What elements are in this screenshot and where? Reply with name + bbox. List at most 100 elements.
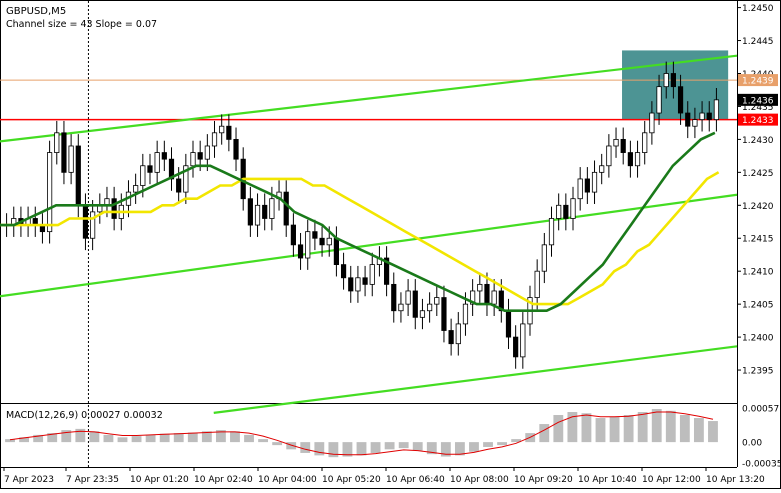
candle-body: [613, 138, 619, 147]
candle-body: [505, 310, 512, 338]
candle-body: [642, 132, 648, 153]
x-tick-label: 10 Apr 12:00: [642, 475, 701, 485]
macd-label: MACD(12,26,9) 0.00027 0.00032: [6, 410, 163, 421]
macd-y-tick-label: -0.00035: [742, 460, 781, 470]
price-tag-label: 1.2439: [742, 77, 774, 87]
ma-green-line: [0, 131, 716, 312]
macd-bar: [230, 431, 240, 443]
candle-body: [75, 145, 81, 206]
macd-bar: [33, 434, 44, 443]
macd-bar: [567, 412, 578, 443]
price-tag-bg: [738, 113, 778, 126]
macd-bar: [665, 410, 676, 443]
candle-body: [283, 191, 289, 226]
macd-bar: [356, 442, 367, 456]
trend-line-0: [0, 54, 738, 143]
candle-body: [247, 198, 253, 226]
candle-body: [54, 132, 60, 153]
candle-body: [47, 152, 53, 233]
candle-body: [462, 303, 469, 325]
candle-body: [326, 237, 332, 246]
macd-bar: [103, 434, 114, 443]
candle-body: [333, 237, 340, 266]
y-tick-label: 1.2395: [742, 367, 774, 377]
candle-body: [197, 152, 203, 160]
candle-body: [398, 303, 404, 312]
candle-body: [190, 152, 196, 167]
candle-body: [706, 112, 712, 121]
candle-body: [412, 290, 418, 318]
candle-body: [383, 257, 390, 285]
macd-bar: [145, 434, 156, 443]
macd-y-tick-label: 0.00057: [742, 404, 779, 414]
candle-body: [183, 165, 189, 193]
candle-body: [692, 119, 698, 127]
macd-bar: [679, 415, 690, 443]
candle-body: [90, 211, 96, 239]
candle-body: [477, 283, 483, 292]
y-tick-label: 1.2400: [742, 334, 774, 344]
candle-body: [204, 145, 210, 160]
candle-body: [656, 86, 662, 114]
macd-bar: [483, 442, 493, 447]
x-tick-label: 10 Apr 09:20: [514, 475, 573, 485]
macd-bar: [370, 442, 381, 453]
candle-body: [140, 165, 146, 186]
macd-bar: [454, 442, 465, 456]
candle-body: [154, 152, 160, 173]
candle-body: [362, 277, 368, 285]
macd-bar: [440, 442, 451, 457]
macd-bar: [187, 432, 198, 443]
candle-body: [147, 165, 153, 173]
macd-bar: [637, 412, 648, 443]
candle-body: [677, 86, 684, 114]
candle-body: [513, 336, 519, 358]
macd-bar: [708, 421, 718, 443]
candle-body: [340, 264, 347, 279]
candle-body: [176, 178, 182, 193]
macd-bar: [5, 439, 15, 443]
y-tick-label: 1.2450: [742, 4, 774, 14]
candle-body: [355, 277, 361, 292]
y-tick-label: 1.2425: [742, 169, 774, 179]
macd-bar: [258, 439, 269, 443]
candle-body: [254, 204, 261, 226]
indicator-label: Channel size = 43 Slope = 0.07: [6, 19, 157, 30]
candle-body: [319, 237, 325, 246]
macd-bar: [117, 437, 128, 443]
candle-body: [584, 178, 590, 193]
trend-line-2: [213, 345, 738, 414]
macd-bar: [328, 442, 339, 458]
candle-body: [369, 264, 375, 285]
y-tick-label: 1.2405: [742, 301, 774, 311]
candle-body: [534, 270, 540, 298]
macd-bar: [497, 442, 508, 446]
candle-body: [419, 310, 426, 318]
macd-bar: [469, 442, 479, 452]
macd-bar: [553, 415, 564, 443]
macd-bar: [581, 413, 592, 443]
symbol-label: GBPUSD,M5: [6, 6, 66, 17]
macd-bar: [173, 433, 184, 443]
macd-bar: [398, 442, 409, 449]
candle-body: [405, 290, 411, 305]
macd-bar: [244, 434, 254, 443]
macd-bar: [651, 409, 662, 443]
candle-body: [61, 132, 67, 173]
candle-body: [663, 73, 669, 88]
x-tick-label: 10 Apr 08:00: [450, 475, 509, 485]
candle-body: [685, 112, 691, 127]
y-tick-label: 1.2430: [742, 136, 774, 146]
candle-body: [520, 323, 526, 358]
y-tick-label: 1.2415: [742, 235, 774, 245]
candle-body: [161, 152, 167, 160]
macd-bar: [286, 442, 297, 450]
x-tick-label: 10 Apr 05:20: [322, 475, 381, 485]
candle-body: [699, 112, 705, 121]
macd-bar: [314, 442, 325, 456]
candle-body: [491, 290, 497, 305]
candle-body: [606, 145, 612, 167]
candle-body: [556, 204, 562, 219]
candle-body: [570, 198, 576, 219]
candle-body: [219, 125, 225, 134]
